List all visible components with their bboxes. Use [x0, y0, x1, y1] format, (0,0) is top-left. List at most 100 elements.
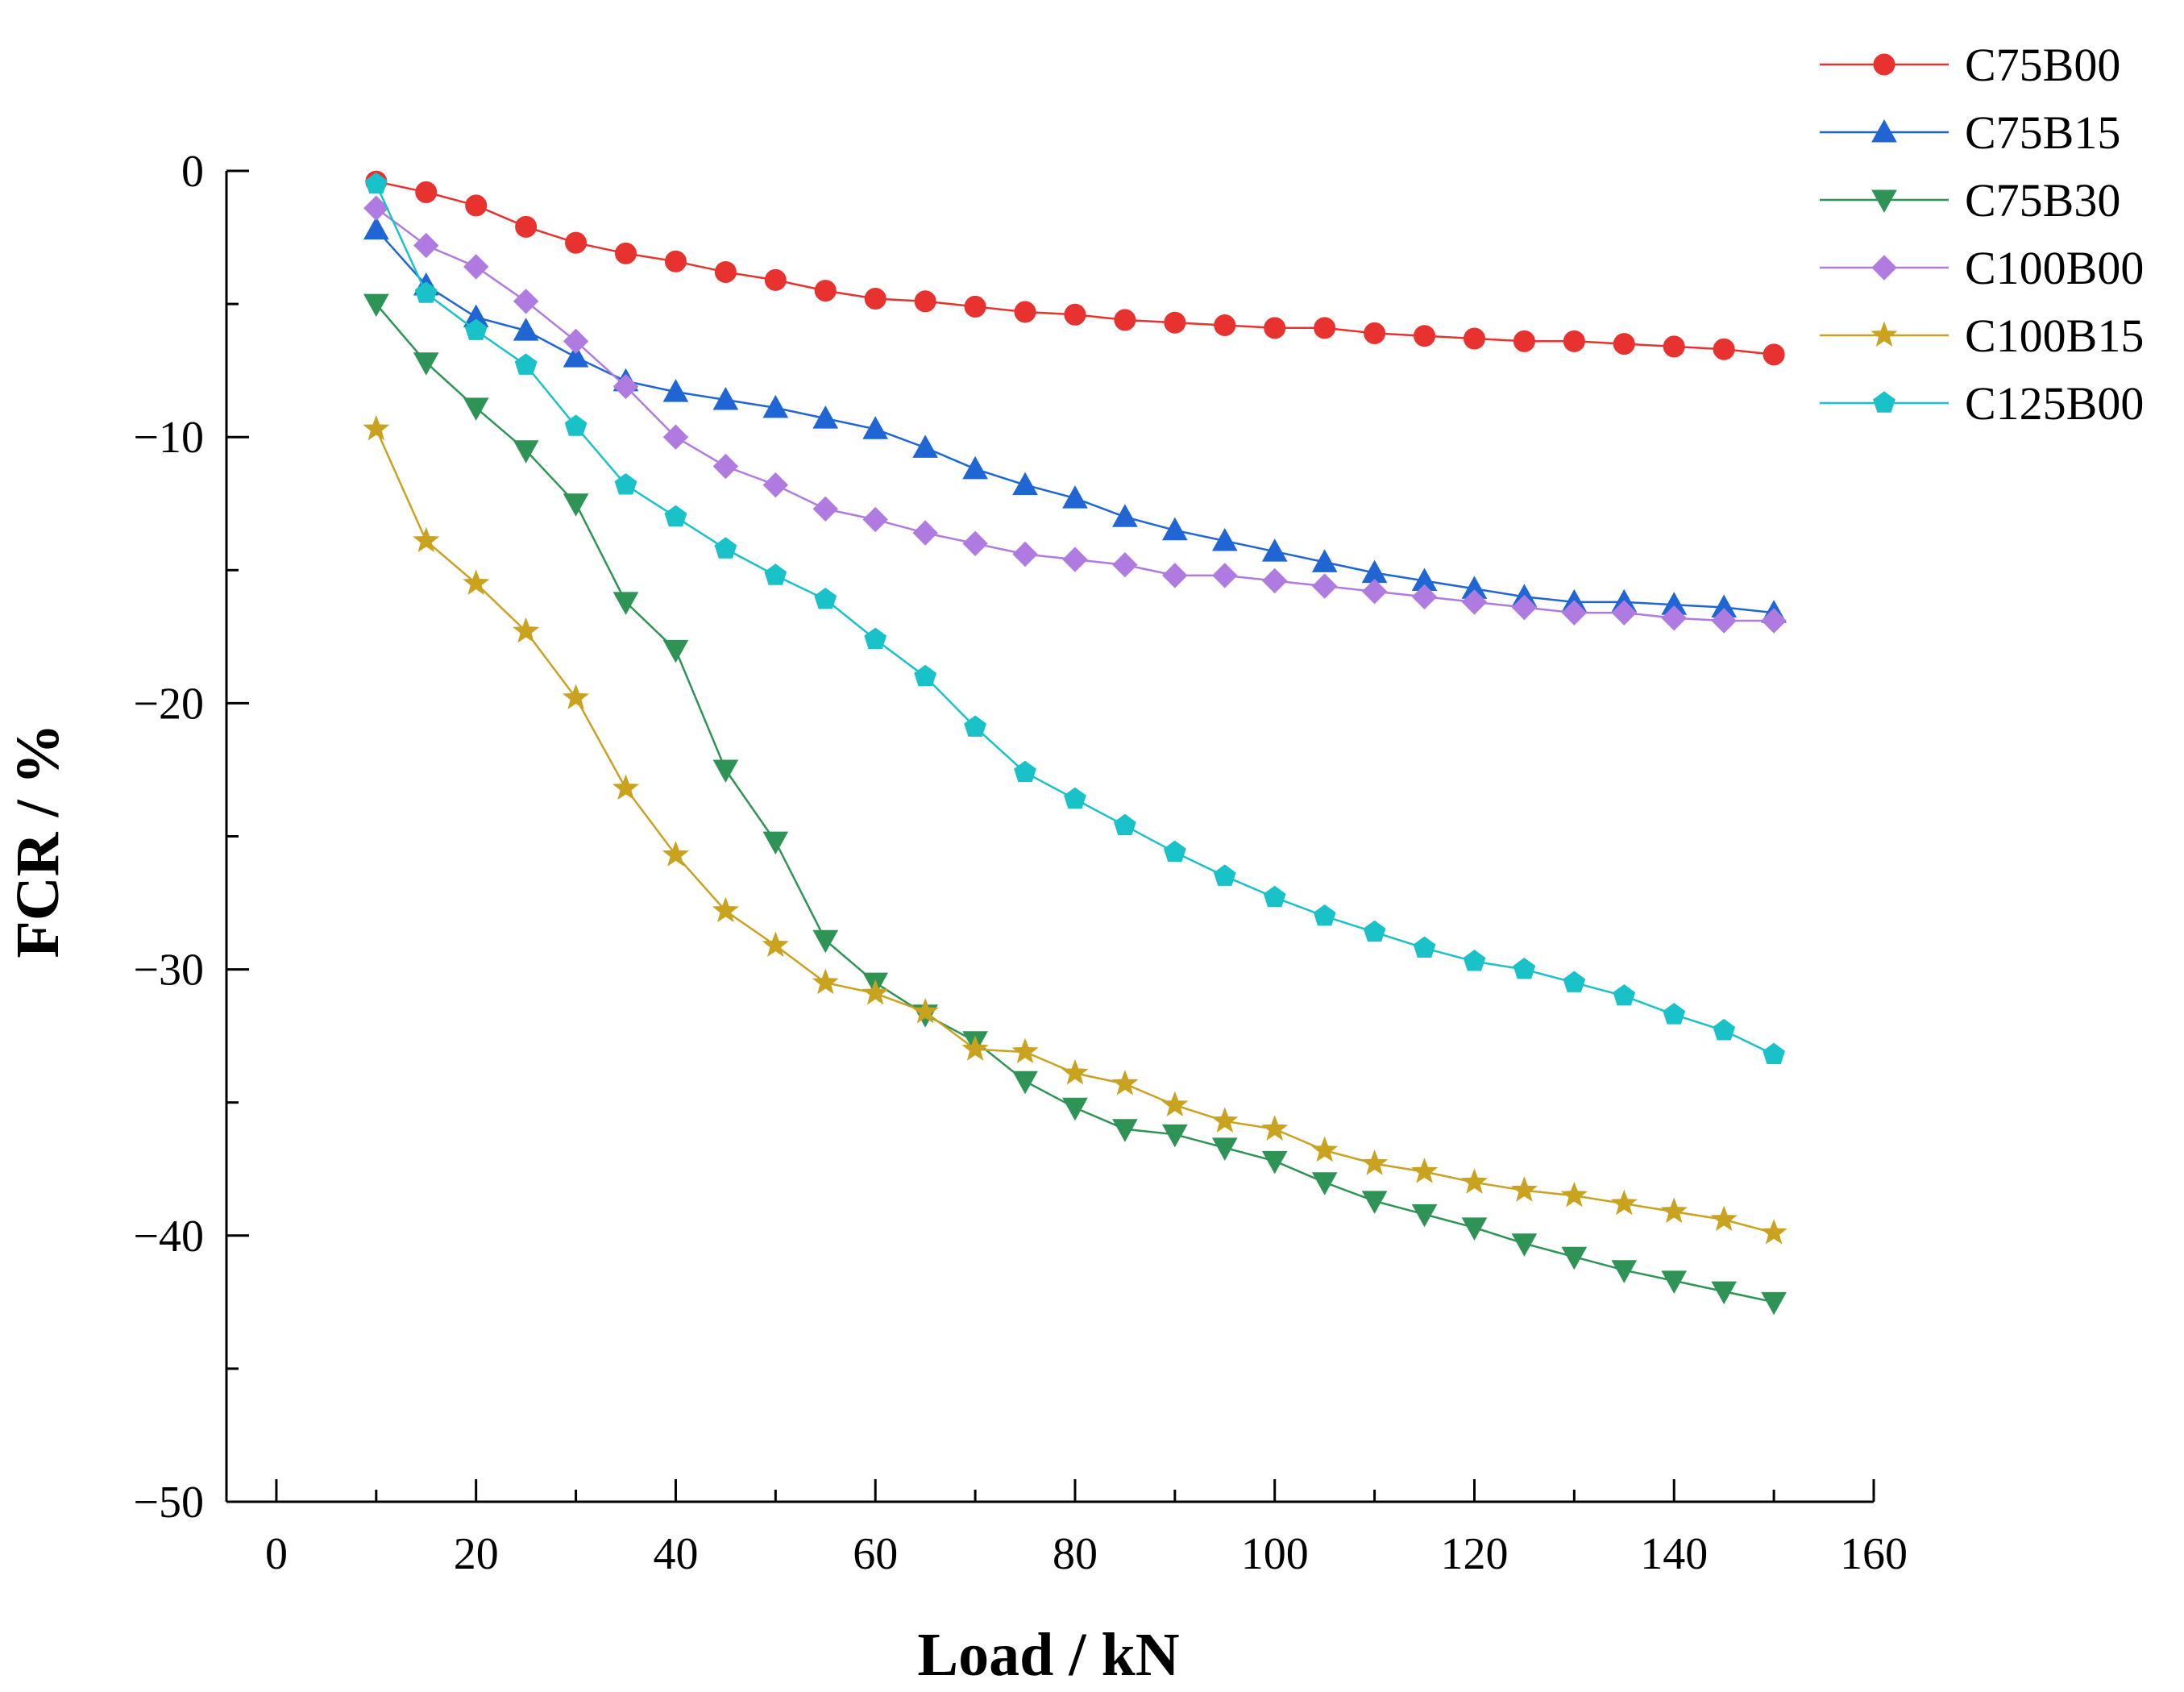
data-point-c125b00	[564, 414, 588, 436]
data-point-c75b30	[662, 639, 689, 663]
x-tick-label: 60	[853, 1529, 898, 1579]
data-point-c100b00	[1461, 589, 1488, 615]
legend-label-c75b30: C75B30	[1965, 174, 2120, 227]
data-point-c125b00	[364, 172, 388, 194]
data-point-c75b30	[612, 592, 639, 615]
y-tick-label: −40	[133, 1212, 204, 1262]
data-point-c100b15	[662, 841, 690, 867]
data-point-c100b00	[463, 254, 489, 280]
data-point-c125b00	[964, 715, 986, 737]
legend-item-c100b15: C100B15	[1820, 310, 2144, 362]
data-point-c75b00	[465, 194, 488, 217]
x-tick-label: 20	[454, 1529, 499, 1579]
legend-marker-c100b15	[1871, 321, 1898, 347]
data-point-c75b30	[1311, 1172, 1338, 1195]
data-point-c100b00	[712, 453, 739, 480]
x-tick-label: 140	[1640, 1529, 1708, 1579]
data-point-c100b15	[762, 931, 789, 957]
data-point-c75b15	[762, 394, 789, 418]
data-point-c75b00	[664, 250, 687, 272]
data-point-c100b00	[1062, 547, 1088, 572]
data-point-c75b00	[615, 242, 637, 264]
legend-item-c75b15: C75B15	[1820, 106, 2120, 159]
data-point-c125b00	[1463, 950, 1486, 971]
data-point-c75b30	[1211, 1137, 1238, 1161]
data-point-c100b15	[961, 1035, 989, 1061]
legend-item-c75b30: C75B30	[1820, 174, 2120, 227]
x-tick-label: 120	[1440, 1529, 1508, 1579]
data-point-c75b30	[1611, 1260, 1638, 1283]
data-point-c100b00	[962, 530, 988, 556]
data-point-c75b30	[812, 929, 839, 954]
data-point-c75b00	[814, 280, 837, 302]
data-point-c75b00	[1364, 322, 1386, 344]
data-point-c125b00	[664, 505, 687, 527]
data-point-c75b30	[1711, 1281, 1738, 1305]
data-point-c125b00	[1663, 1003, 1686, 1025]
series-c75b00	[365, 170, 1785, 366]
data-point-c75b15	[862, 416, 889, 439]
data-point-c100b15	[363, 414, 390, 441]
data-point-c125b00	[1064, 787, 1086, 809]
y-tick-label: −20	[133, 679, 204, 729]
data-point-c75b15	[1311, 549, 1338, 572]
data-point-c100b15	[862, 979, 889, 1005]
data-point-c75b15	[1062, 485, 1088, 509]
data-point-c75b15	[712, 386, 739, 410]
data-point-c100b15	[1460, 1168, 1489, 1194]
data-point-c75b00	[1663, 335, 1685, 358]
x-axis-title: Load / kN	[917, 1621, 1179, 1689]
data-point-c125b00	[1513, 957, 1536, 979]
axes	[225, 171, 1874, 1503]
legend-marker-c125b00	[1873, 391, 1895, 413]
y-axis-title: FCR / %	[4, 723, 72, 958]
legend-marker-c75b30	[1871, 189, 1897, 214]
y-tick-label: −10	[133, 413, 204, 463]
data-point-c75b30	[1112, 1119, 1138, 1142]
data-point-c75b30	[413, 352, 439, 376]
legend-item-c75b00: C75B00	[1820, 39, 2120, 91]
legend-label-c100b15: C100B15	[1965, 310, 2144, 362]
data-point-c75b15	[662, 379, 689, 402]
data-point-c100b00	[1411, 584, 1438, 610]
data-point-c100b00	[1112, 551, 1138, 578]
data-point-c100b15	[1710, 1205, 1738, 1232]
data-point-c100b15	[712, 896, 739, 923]
x-tick-label: 80	[1053, 1529, 1098, 1579]
data-point-c100b00	[563, 328, 589, 355]
legend-label-c100b00: C100B00	[1965, 242, 2144, 294]
data-point-c75b00	[914, 290, 936, 313]
data-point-c100b15	[911, 997, 939, 1024]
data-point-c75b15	[962, 455, 988, 480]
legend-item-c100b00: C100B00	[1820, 242, 2144, 294]
data-point-c75b15	[1112, 504, 1138, 527]
data-point-c125b00	[414, 281, 438, 303]
data-point-c100b00	[862, 506, 888, 533]
series-c75b30	[363, 293, 1787, 1316]
data-point-c100b00	[1661, 605, 1687, 631]
data-point-c75b15	[1211, 527, 1238, 551]
legend-item-c125b00: C125B00	[1820, 377, 2144, 430]
data-point-c75b00	[1513, 330, 1535, 352]
data-point-c75b00	[1414, 325, 1436, 347]
data-point-c100b00	[1262, 567, 1288, 594]
series-c125b00	[364, 172, 1785, 1065]
data-point-c100b15	[1211, 1107, 1239, 1133]
data-point-c75b00	[1064, 303, 1086, 326]
data-point-c100b00	[363, 195, 389, 221]
data-point-c100b15	[513, 617, 540, 643]
data-point-c100b15	[1111, 1070, 1139, 1095]
data-point-c75b00	[1164, 311, 1186, 334]
data-point-c100b15	[1510, 1176, 1538, 1202]
legend: C75B00 C75B15 C75B30 C100B00 C100B15 C125B00	[1820, 39, 2144, 430]
data-point-c75b15	[912, 434, 939, 458]
data-point-c75b00	[1763, 343, 1785, 366]
data-point-c125b00	[1114, 813, 1136, 836]
data-point-c100b00	[1361, 579, 1388, 605]
legend-marker-c75b00	[1873, 53, 1895, 76]
data-point-c75b30	[1761, 1291, 1787, 1316]
data-point-c100b15	[1610, 1189, 1638, 1216]
data-point-c75b15	[1012, 472, 1038, 496]
data-point-c75b30	[563, 493, 589, 517]
data-point-c75b30	[1561, 1246, 1588, 1270]
